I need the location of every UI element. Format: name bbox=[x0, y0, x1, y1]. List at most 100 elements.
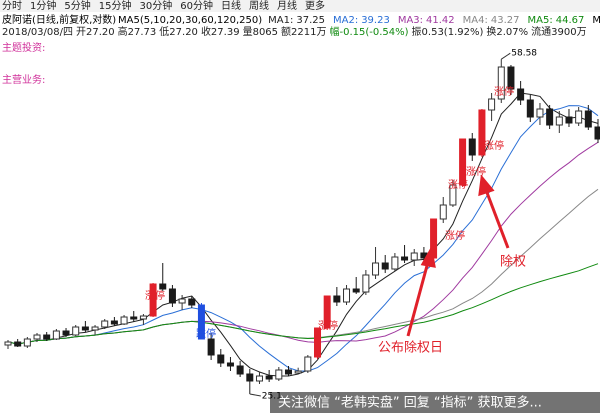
legend-name: MA1: bbox=[268, 15, 293, 26]
candle-body bbox=[226, 362, 234, 367]
candle-body bbox=[110, 320, 118, 325]
high-label: 58.58 bbox=[511, 49, 537, 59]
candle-body bbox=[33, 334, 41, 340]
toolbar-item[interactable]: 1分钟 bbox=[30, 0, 56, 12]
arrow bbox=[484, 189, 510, 249]
arrow bbox=[406, 261, 430, 337]
annotation: 涨停 bbox=[484, 139, 504, 152]
candle-body bbox=[507, 66, 515, 90]
candle-body bbox=[488, 98, 496, 111]
candle-body bbox=[497, 66, 505, 100]
candle-body bbox=[381, 262, 389, 270]
info-item: 收27.39 bbox=[201, 25, 240, 38]
annotation: 涨停 bbox=[145, 289, 165, 302]
candle-body bbox=[72, 326, 80, 336]
candle-body bbox=[81, 326, 89, 331]
candle-body bbox=[62, 330, 70, 336]
candle-body bbox=[43, 334, 51, 340]
candle-body bbox=[565, 116, 573, 124]
toolbar-item[interactable]: 60分钟 bbox=[180, 0, 213, 12]
candle-body bbox=[275, 369, 283, 380]
annotation: 跌停 bbox=[196, 327, 216, 340]
candle-body bbox=[207, 338, 215, 356]
candle-body bbox=[352, 288, 360, 293]
candle-body bbox=[284, 369, 292, 375]
toolbar-item[interactable]: 分时 bbox=[2, 0, 22, 12]
low-pointer bbox=[249, 393, 261, 397]
ma-line bbox=[7, 141, 599, 345]
ma-line bbox=[7, 105, 599, 372]
side-label: 主题投资: bbox=[2, 41, 45, 54]
toolbar-item[interactable]: 周线 bbox=[249, 0, 269, 12]
candle-body bbox=[343, 288, 351, 303]
candle-body bbox=[168, 288, 176, 304]
candle-body bbox=[255, 375, 263, 382]
candle-body bbox=[4, 341, 12, 346]
candle-body bbox=[439, 204, 447, 220]
chart-title: 皮阿诺(日线,前复权,对数) bbox=[2, 13, 116, 26]
info-item: 2018/03/08/四 bbox=[2, 27, 73, 38]
candle-body bbox=[23, 338, 31, 347]
annotation: 涨停 bbox=[466, 165, 486, 178]
candle-body bbox=[265, 375, 273, 380]
candle-body bbox=[468, 138, 476, 156]
legend-name: MA5: bbox=[528, 15, 553, 26]
toolbar-item[interactable]: 月线 bbox=[277, 0, 297, 12]
toolbar-item[interactable]: 15分钟 bbox=[99, 0, 132, 12]
info-item: 高27.73 bbox=[118, 25, 157, 38]
arrows bbox=[406, 174, 510, 337]
watermark: 关注微信 “老韩实盘” 回复 “指标” 获取更多... bbox=[278, 395, 542, 411]
toolbar-item[interactable]: 日线 bbox=[221, 0, 241, 12]
candle-body bbox=[159, 283, 167, 290]
candle-body bbox=[323, 295, 331, 329]
candle-body bbox=[139, 315, 147, 320]
candle-body bbox=[91, 326, 99, 331]
ma-line bbox=[7, 92, 599, 377]
candle-body bbox=[304, 356, 312, 372]
info-item: 低27.20 bbox=[159, 25, 198, 38]
candle-body bbox=[14, 341, 22, 347]
candle-body bbox=[584, 110, 592, 128]
legend-name: MA2: bbox=[333, 15, 358, 26]
high-pointer bbox=[501, 52, 511, 60]
toolbar-item[interactable]: 5分钟 bbox=[64, 0, 90, 12]
candle-body bbox=[294, 370, 302, 374]
legend-value: 43.27 bbox=[491, 15, 520, 26]
candle-body bbox=[517, 88, 525, 101]
info-row: 2018/03/08/四 开27.20 高27.73 低27.20 收27.39 量806… bbox=[2, 25, 587, 38]
candle-body bbox=[101, 320, 109, 328]
candle-body bbox=[459, 138, 467, 186]
annotation: 除权 bbox=[500, 254, 526, 270]
candle-body bbox=[536, 108, 544, 118]
info-item: 振0.53(1.92%) bbox=[412, 25, 484, 38]
candle-body bbox=[372, 262, 380, 276]
toolbar-bg bbox=[0, 0, 600, 12]
legend-value: 37.25 bbox=[296, 15, 325, 26]
info-item: 幅-0.15(-0.54%) bbox=[329, 25, 408, 38]
legend-value: 44.67 bbox=[556, 15, 585, 26]
legend-name: MA3: bbox=[398, 15, 423, 26]
info-item: 换2.07% bbox=[486, 25, 528, 38]
annotation: 涨停 bbox=[494, 85, 514, 98]
arrow-head bbox=[420, 245, 436, 268]
ma-legend: MA1: 37.25 MA2: 39.23 MA3: 41.42 MA4: 43.27 MA5:… bbox=[268, 15, 600, 26]
candle-body bbox=[391, 256, 399, 270]
candle-body bbox=[546, 108, 554, 126]
candle-body bbox=[149, 283, 157, 317]
info-item: 量8065 bbox=[243, 26, 278, 38]
info-item: 流通3900万 bbox=[531, 25, 586, 38]
candle-body bbox=[120, 316, 128, 325]
candle-body bbox=[188, 298, 196, 306]
candle-body bbox=[52, 330, 60, 340]
toolbar-item[interactable]: 30分钟 bbox=[139, 0, 172, 12]
candle-body bbox=[130, 316, 138, 320]
toolbar-item[interactable]: 更多 bbox=[305, 0, 325, 12]
candle-body bbox=[178, 298, 186, 304]
candle-body bbox=[217, 354, 225, 364]
info-item: 开27.20 bbox=[76, 27, 115, 38]
candle-body bbox=[197, 304, 205, 340]
candle-body bbox=[594, 126, 600, 140]
candle-body bbox=[236, 365, 244, 375]
legend-value: 41.42 bbox=[426, 15, 455, 26]
